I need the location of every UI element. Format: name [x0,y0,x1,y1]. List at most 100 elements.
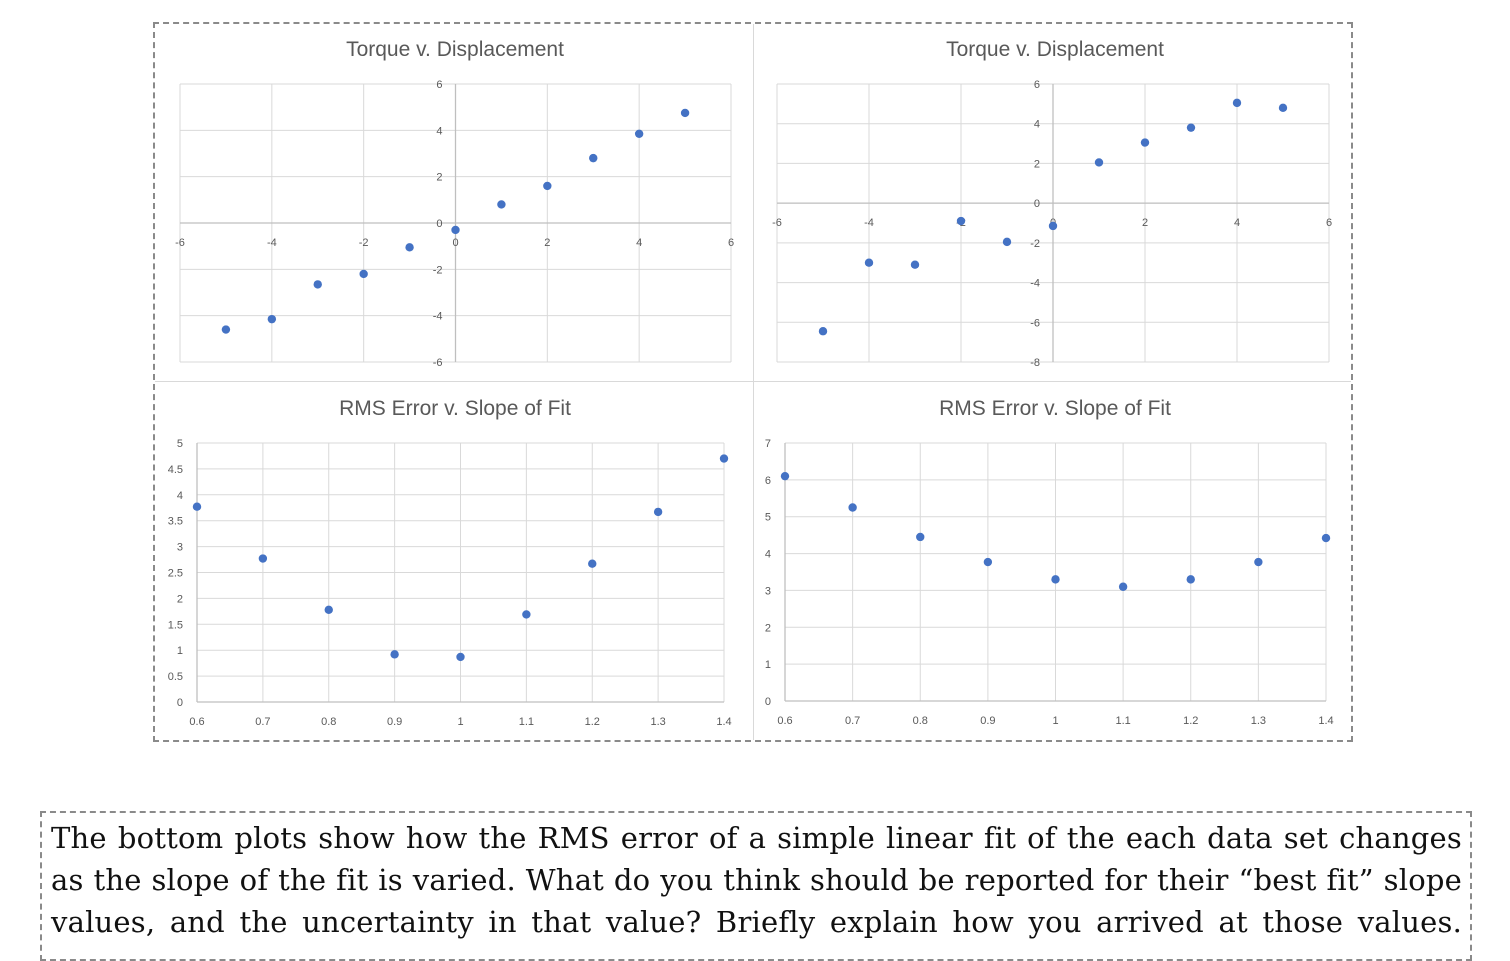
x-tick-label: 1 [457,716,463,728]
y-tick-label: -6 [433,357,443,369]
data-point [1140,138,1150,147]
plot-area: -6 -4 -2 0 2 4 6 -6 -4 -2 0 2 4 6 [175,79,734,369]
data-point [258,554,268,563]
data-point [1048,221,1058,231]
data-point [1094,158,1104,167]
x-tick-label: 0.9 [387,716,402,728]
y-tick-label: 4 [177,490,183,502]
data-point [1002,237,1012,247]
data-point [1118,582,1128,591]
gridlines [196,442,725,703]
x-tick-label: 1.4 [716,716,731,728]
x-tick-label: 1.1 [519,716,534,728]
y-tick-label: 0 [436,218,442,230]
x-tick-label: 4 [1234,217,1240,229]
data-point [313,280,322,289]
x-tick-label: 0.6 [777,715,792,727]
data-point [588,559,597,568]
y-tick-label: -6 [1030,317,1040,329]
y-tick-label: 1.5 [168,619,183,631]
y-tick-label: 4 [436,125,442,137]
plot-area: 0.6 0.7 0.8 0.9 1 1.1 1.2 1.3 1.4 0 1 2 3 4 5 6 7 [765,438,1334,727]
data-point [680,108,690,118]
y-tick-label: 5 [765,512,771,524]
data-point [983,557,993,567]
x-tick-label: 4 [636,237,642,249]
data-point [956,216,966,226]
data-series [192,454,729,662]
x-tick-label: -6 [175,237,185,249]
data-point [192,502,202,511]
y-tick-label: 2 [765,622,771,634]
data-point [780,471,790,481]
x-tick-label: 1.4 [1318,715,1333,727]
y-tick-label: 3 [177,542,183,554]
data-series [780,471,1331,591]
y-tick-label: 6 [765,475,771,487]
y-tick-label: 0.5 [168,671,183,683]
x-tick-label: 6 [728,237,734,249]
data-point [1186,123,1196,132]
y-tick-label: 1 [765,659,771,671]
chart-title: Torque v. Displacement [946,38,1164,61]
chart-title: RMS Error v. Slope of Fit [339,397,571,420]
data-point [267,314,277,324]
data-point [1278,103,1288,113]
chart-title: Torque v. Displacement [346,38,564,61]
x-tick-label: 1.2 [585,716,600,728]
y-tick-label: 6 [1034,79,1040,91]
y-tick-label: 4.5 [168,464,183,476]
x-tick-label: 2 [1142,217,1148,229]
y-tick-label: 0 [1034,198,1040,210]
y-tick-label: -4 [433,311,443,323]
y-tick-label: 2 [436,172,442,184]
y-tick-label: -8 [1030,357,1040,369]
question-text: The bottom plots show how the RMS error … [51,821,1462,939]
y-tick-label: 6 [436,79,442,91]
y-tick-label: 0 [765,696,771,708]
data-point [543,181,552,191]
data-point [497,200,506,209]
panel-divider-vertical [753,24,754,740]
x-tick-label: -6 [772,217,782,229]
data-point [818,327,828,336]
x-tick-label: 1.1 [1115,715,1130,727]
data-point [1321,533,1331,543]
data-point [522,610,531,619]
data-point [653,507,663,517]
panel-divider-horizontal [155,381,1351,382]
y-tick-label: 5 [177,438,183,450]
x-tick-label: 0.8 [321,716,336,728]
x-tick-label: -2 [359,237,369,249]
data-point [1051,575,1060,584]
x-tick-label: 0.7 [845,715,860,727]
question-box: The bottom plots show how the RMS error … [40,811,1472,961]
data-series [221,108,690,334]
y-tick-label: 4 [1034,119,1040,131]
x-tick-label: 0.7 [255,716,270,728]
data-point [451,225,460,235]
data-series [818,98,1288,336]
chart-rms-error-left: 0.6 0.7 0.8 0.9 1 1.1 1.2 1.3 1.4 0 0.5 1 1.5 2 2.5 3 3.… [155,383,755,743]
data-point [910,260,920,269]
data-point [324,605,333,614]
x-tick-label: 0.9 [980,715,995,727]
plot-area: 0.6 0.7 0.8 0.9 1 1.1 1.2 1.3 1.4 0 0.5 1 1.5 2 2.5 3 3.… [168,438,732,728]
y-tick-label: 7 [765,438,771,450]
y-tick-label: 1 [177,645,183,657]
figure-frame [153,22,1353,742]
gridlines [784,442,1327,702]
y-tick-label: 2.5 [168,568,183,580]
y-tick-label: -2 [433,264,443,276]
y-tick-label: 4 [765,549,771,561]
y-tick-label: -2 [1030,238,1040,250]
x-tick-label: 6 [1326,217,1332,229]
x-tick-label: 0.6 [189,716,204,728]
x-tick-label: 1 [1052,715,1058,727]
y-tick-label: 3 [765,585,771,597]
chart-title: RMS Error v. Slope of Fit [939,397,1171,420]
data-point [719,454,729,463]
data-point [1232,98,1242,108]
data-point [359,269,368,279]
